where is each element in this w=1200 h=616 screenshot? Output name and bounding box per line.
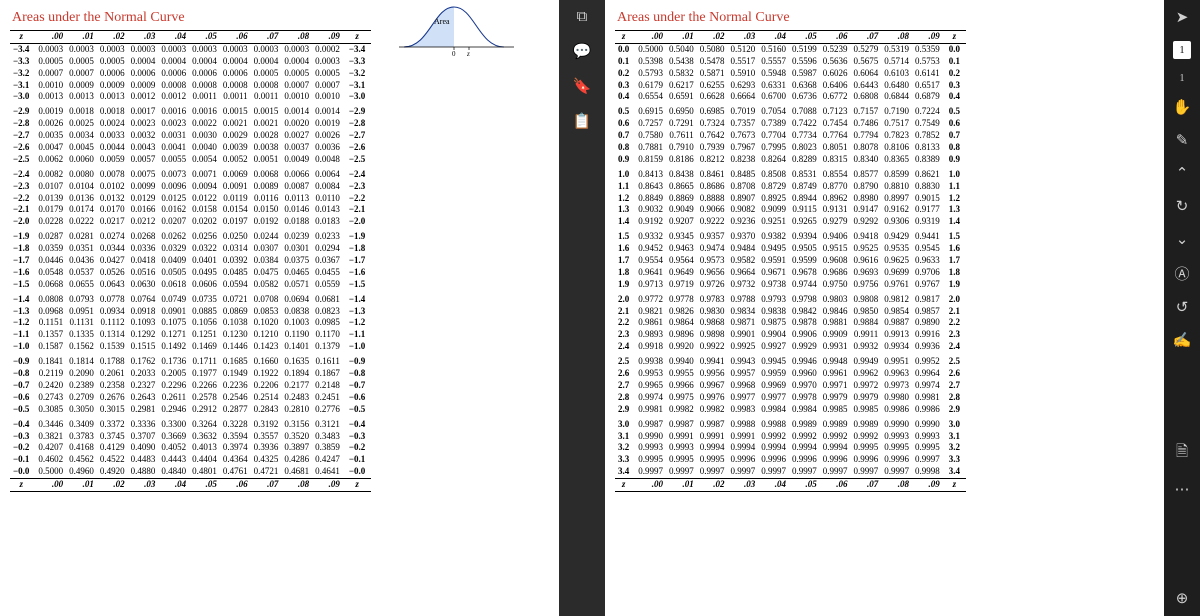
signature-icon[interactable]: ✍	[1173, 331, 1192, 350]
svg-text:z: z	[466, 50, 470, 57]
comment-icon[interactable]: 💬	[573, 42, 592, 61]
bookmark-icon[interactable]: 🔖	[573, 77, 592, 96]
chevron-up-icon[interactable]: ⌃	[1176, 164, 1189, 183]
document-icon[interactable]: 🗎	[1176, 441, 1188, 466]
normal-curve-graphic: 0 z Area	[399, 2, 519, 62]
page-title-right: Areas under the Normal Curve	[617, 10, 1154, 26]
hand-icon[interactable]: ✋	[1173, 98, 1192, 117]
page-number-label: 1	[1180, 73, 1185, 84]
left-page: 0 z Area Areas under the Normal Curve z.…	[0, 0, 559, 616]
rotate-icon[interactable]: ↻	[1176, 197, 1189, 216]
center-toolbar: ⧉ 💬 🔖 📋	[559, 0, 605, 616]
open-external-icon[interactable]: ⧉	[577, 8, 588, 26]
z-table-positive: z.00.01.02.03.04.05.06.07.08.09z 0.00.50…	[615, 30, 966, 492]
text-select-icon[interactable]: Ⓐ	[1174, 263, 1189, 284]
chevron-down-icon[interactable]: ⌄	[1176, 230, 1189, 249]
edit-icon[interactable]: ✎	[1176, 131, 1189, 150]
copy-icon[interactable]: 📋	[573, 112, 592, 131]
side-toolbar: ➤ 1 1 ✋ ✎ ⌃ ↻ ⌄ Ⓐ ↺ ✍ 🗎 ⋯ ⊕	[1164, 0, 1200, 616]
page-badge[interactable]: 1	[1173, 41, 1191, 59]
svg-text:0: 0	[452, 50, 456, 57]
z-table-negative: z.00.01.02.03.04.05.06.07.08.09z −3.40.0…	[10, 30, 371, 492]
curve-area-label: Area	[434, 17, 450, 26]
right-page: Areas under the Normal Curve z.00.01.02.…	[605, 0, 1164, 616]
refresh-icon[interactable]: ↺	[1176, 298, 1189, 317]
more-icon[interactable]: ⋯	[1175, 480, 1190, 499]
cursor-icon[interactable]: ➤	[1176, 8, 1189, 27]
zoom-in-icon[interactable]: ⊕	[1176, 589, 1189, 608]
